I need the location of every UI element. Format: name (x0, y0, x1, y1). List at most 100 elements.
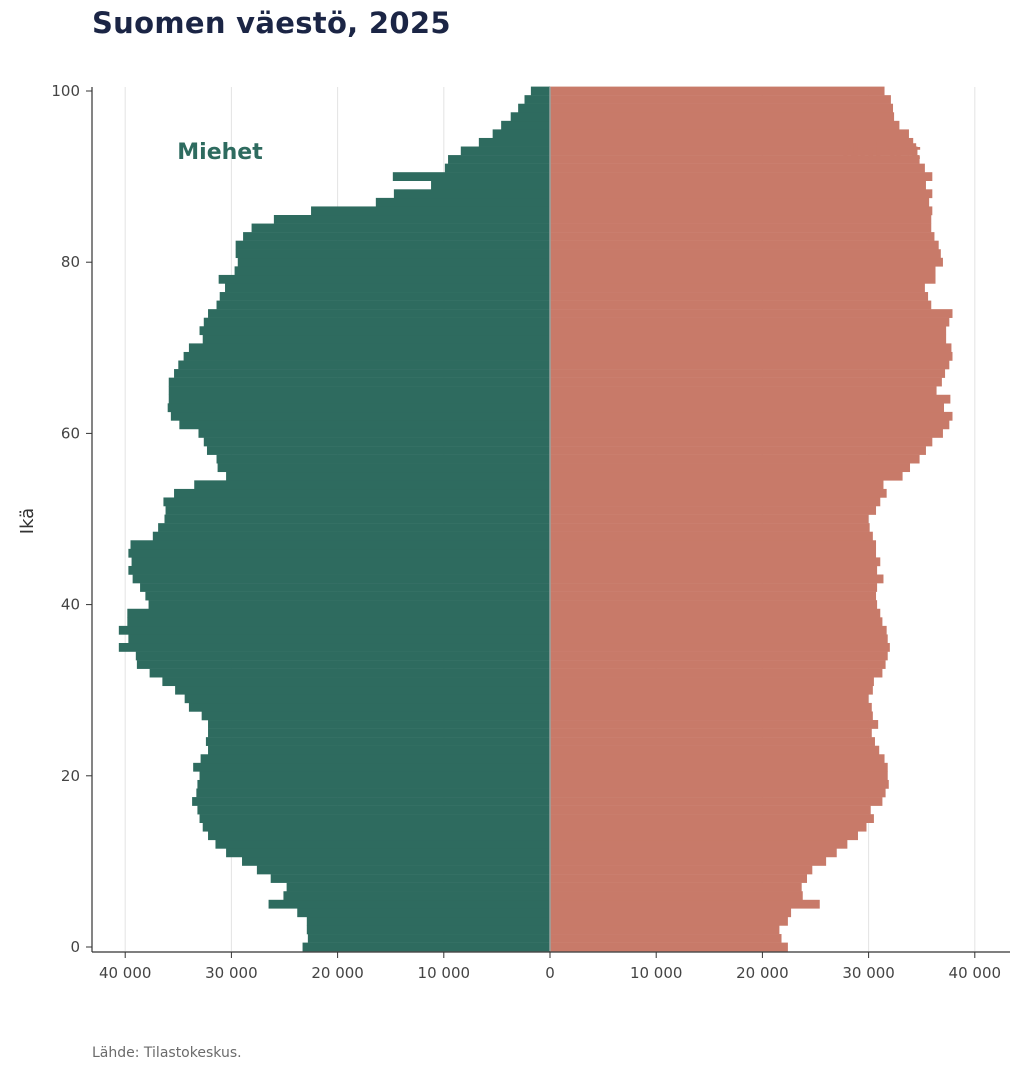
bar-miehet-age-6 (283, 891, 550, 901)
x-tick-label: 20 000 (311, 964, 364, 982)
bar-miehet-age-87 (375, 197, 550, 207)
bar-naiset-age-100 (550, 86, 885, 96)
bar-miehet-age-3 (306, 916, 550, 926)
x-axis-ticks: 40 000 30 000 20 000 10 000 0 10 000 20 000 30 … (99, 952, 1001, 982)
bar-naiset-age-36 (550, 634, 888, 644)
bar-naiset-age-37 (550, 625, 887, 635)
bar-miehet-age-22 (200, 754, 551, 764)
bar-miehet-age-39 (127, 608, 550, 618)
bar-miehet-age-62 (170, 411, 550, 421)
y-axis-label: Ikä (17, 508, 38, 534)
bar-miehet-age-66 (168, 377, 550, 387)
bar-miehet-age-12 (215, 839, 550, 849)
bar-miehet-age-51 (165, 506, 550, 515)
bar-miehet-age-76 (219, 292, 550, 301)
bar-miehet-age-41 (145, 591, 551, 601)
y-axis-ticks: 0 20 40 60 80 100 (51, 82, 92, 956)
bar-miehet-age-97 (510, 112, 550, 122)
bar-naiset-age-42 (550, 583, 878, 592)
bar-naiset-age-90 (550, 172, 933, 181)
bar-naiset-age-10 (550, 857, 827, 866)
bar-naiset-age-35 (550, 643, 890, 652)
bar-naiset-age-5 (550, 899, 820, 909)
x-tick-label: 10 000 (630, 964, 683, 982)
bar-naiset-age-4 (550, 908, 792, 918)
bar-naiset-age-48 (550, 531, 873, 541)
bar-naiset-age-77 (550, 283, 925, 293)
bar-naiset-age-58 (550, 446, 926, 455)
bar-naiset-age-69 (550, 351, 953, 361)
bar-naiset-age-85 (550, 215, 932, 224)
bar-miehet-age-5 (268, 899, 550, 909)
bar-miehet-age-100 (530, 86, 550, 96)
bar-miehet-age-91 (444, 163, 550, 173)
bar-miehet-age-17 (192, 797, 550, 806)
bar-miehet-age-83 (243, 232, 550, 241)
bar-miehet-age-96 (501, 120, 550, 130)
bar-miehet-age-86 (311, 206, 550, 216)
bar-naiset-age-27 (550, 711, 873, 721)
chart-title: Suomen väestö, 2025 (92, 6, 451, 40)
bar-miehet-age-50 (164, 514, 550, 524)
bar-naiset-age-16 (550, 805, 871, 815)
bar-naiset-age-38 (550, 617, 883, 627)
bar-naiset-age-75 (550, 300, 932, 310)
bar-naiset-age-46 (550, 548, 877, 558)
bar-miehet-age-24 (205, 737, 551, 746)
bar-naiset-age-52 (550, 497, 881, 507)
bar-naiset-age-97 (550, 112, 895, 122)
bar-miehet-age-54 (194, 480, 551, 490)
y-tick-label: 80 (61, 253, 80, 271)
x-tick-label: 20 000 (736, 964, 789, 982)
bar-naiset-age-76 (550, 292, 929, 301)
bar-naiset-age-43 (550, 574, 884, 584)
bar-miehet-age-47 (130, 540, 550, 550)
bar-miehet-age-11 (226, 848, 550, 858)
bar-naiset-age-28 (550, 702, 872, 712)
bar-naiset-age-21 (550, 762, 888, 772)
bar-naiset-age-8 (550, 874, 808, 883)
bar-naiset-age-29 (550, 694, 869, 704)
bar-naiset-age-51 (550, 506, 877, 515)
bar-miehet-age-4 (297, 908, 550, 918)
bar-miehet-age-1 (307, 934, 550, 943)
bar-naiset-age-14 (550, 822, 867, 832)
bar-naiset-age-67 (550, 369, 946, 378)
bar-naiset-age-64 (550, 394, 951, 404)
bar-naiset-age-26 (550, 720, 879, 729)
bar-miehet-age-10 (242, 857, 550, 866)
bar-naiset-age-45 (550, 557, 881, 567)
bar-miehet-age-55 (226, 471, 550, 481)
bar-miehet-age-59 (203, 437, 550, 447)
bar-naiset-age-60 (550, 429, 943, 438)
y-tick-label: 60 (61, 424, 80, 442)
bar-miehet-age-37 (118, 625, 550, 635)
bar-naiset-age-33 (550, 660, 886, 669)
bar-naiset-age-87 (550, 197, 930, 207)
bar-naiset-age-23 (550, 745, 880, 755)
bar-naiset-age-34 (550, 651, 888, 661)
bar-naiset-age-47 (550, 540, 877, 550)
bar-miehet-age-31 (162, 677, 550, 687)
bar-miehet-age-35 (118, 643, 550, 652)
bar-naiset-age-24 (550, 737, 875, 746)
bar-miehet-age-7 (286, 882, 550, 892)
bar-miehet-age-80 (237, 257, 550, 267)
bar-naiset-age-6 (550, 891, 803, 901)
bar-miehet-age-79 (234, 266, 550, 276)
bar-miehet-age-68 (178, 360, 551, 370)
bar-naiset-age-7 (550, 882, 802, 892)
bar-naiset-age-11 (550, 848, 837, 858)
bar-naiset-age-32 (550, 668, 883, 678)
bar-miehet-age-25 (208, 728, 550, 738)
bar-naiset-age-98 (550, 103, 894, 113)
bar-naiset-age-88 (550, 189, 933, 199)
bar-naiset-age-68 (550, 360, 950, 370)
bar-miehet-age-20 (199, 771, 551, 781)
bar-miehet-age-40 (148, 600, 550, 609)
bar-miehet-age-43 (132, 574, 550, 584)
series-label-miehet: Miehet (177, 140, 263, 165)
bar-naiset-age-93 (550, 146, 918, 156)
bar-miehet-age-32 (149, 668, 550, 678)
